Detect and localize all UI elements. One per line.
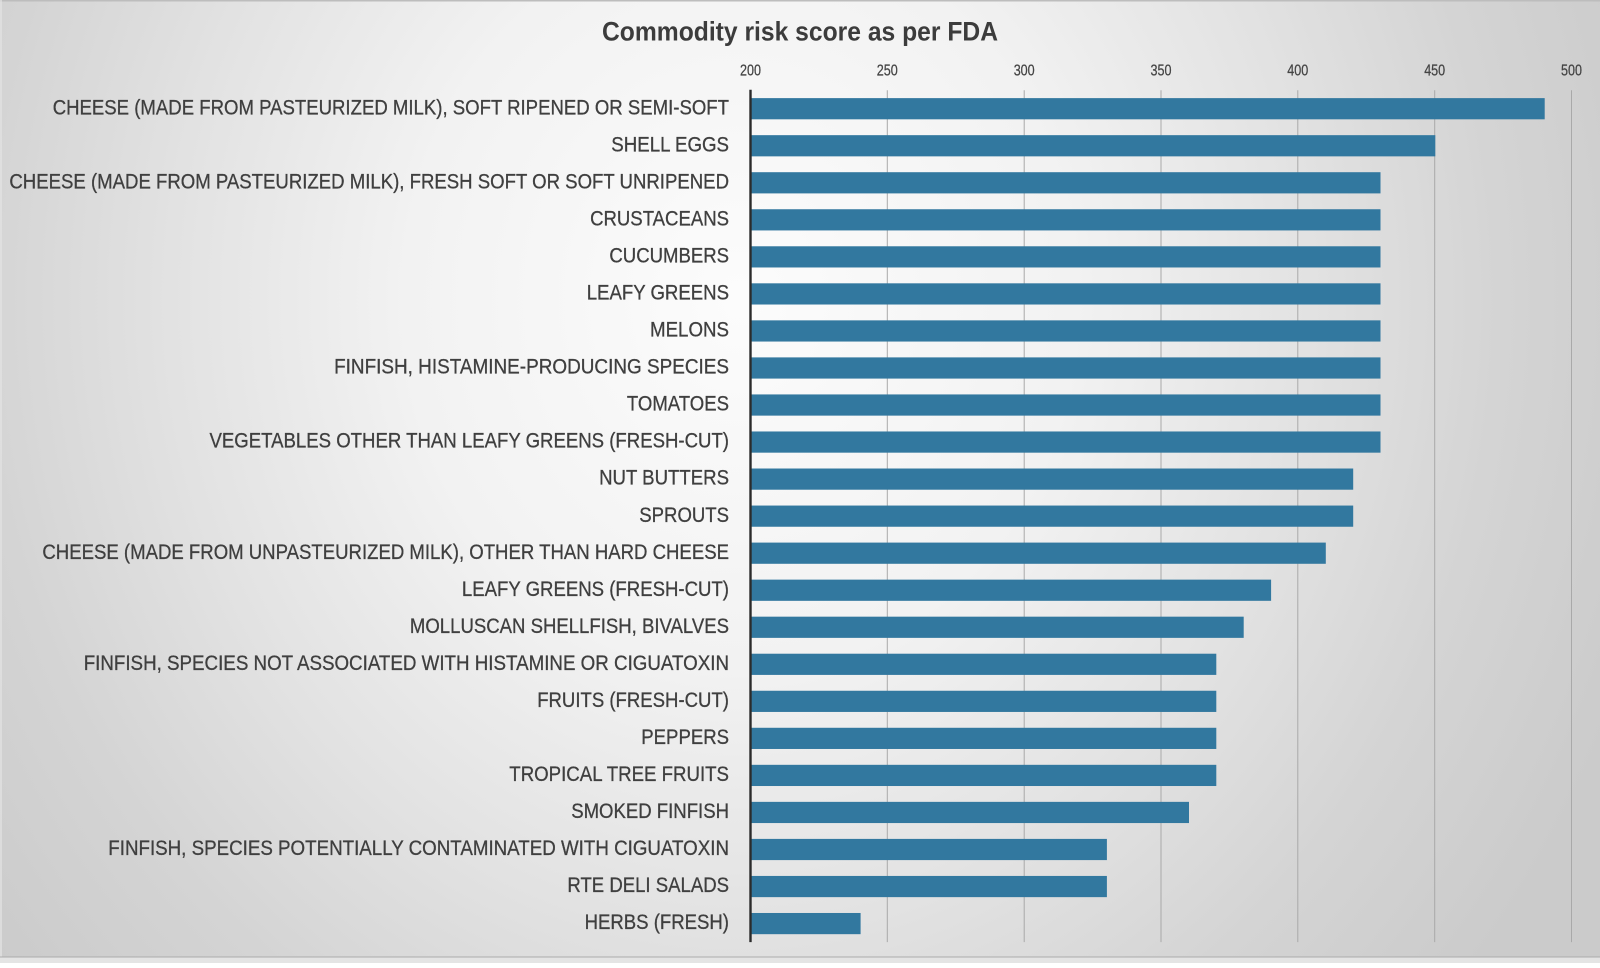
svg-text:350: 350 <box>1151 63 1172 80</box>
svg-text:MELONS: MELONS <box>650 319 729 342</box>
svg-text:HERBS (FRESH): HERBS (FRESH) <box>585 911 729 934</box>
svg-text:NUT BUTTERS: NUT BUTTERS <box>599 467 729 490</box>
svg-text:TROPICAL TREE FRUITS: TROPICAL TREE FRUITS <box>509 763 729 786</box>
svg-text:Commodity risk score as per FD: Commodity risk score as per FDA <box>602 17 998 47</box>
svg-text:CHEESE (MADE FROM UNPASTEURIZE: CHEESE (MADE FROM UNPASTEURIZED MILK), O… <box>42 541 729 564</box>
svg-text:CHEESE (MADE FROM PASTEURIZED: CHEESE (MADE FROM PASTEURIZED MILK), SOF… <box>53 96 729 119</box>
svg-text:PEPPERS: PEPPERS <box>641 726 729 749</box>
svg-text:SHELL EGGS: SHELL EGGS <box>611 133 729 156</box>
svg-text:LEAFY GREENS: LEAFY GREENS <box>587 282 729 305</box>
svg-text:SPROUTS: SPROUTS <box>639 504 729 527</box>
svg-text:400: 400 <box>1287 63 1308 80</box>
svg-text:FINFISH, SPECIES NOT ASSOCIATE: FINFISH, SPECIES NOT ASSOCIATED WITH HIS… <box>84 652 729 675</box>
svg-text:CRUSTACEANS: CRUSTACEANS <box>590 207 729 230</box>
svg-text:RTE DELI SALADS: RTE DELI SALADS <box>567 874 729 897</box>
svg-text:450: 450 <box>1424 63 1445 80</box>
svg-text:200: 200 <box>740 63 761 80</box>
svg-text:250: 250 <box>877 63 898 80</box>
svg-text:FINFISH, SPECIES POTENTIALLY C: FINFISH, SPECIES POTENTIALLY CONTAMINATE… <box>108 837 729 860</box>
svg-text:CHEESE (MADE FROM PASTEURIZED: CHEESE (MADE FROM PASTEURIZED MILK), FRE… <box>9 170 729 193</box>
svg-text:TOMATOES: TOMATOES <box>627 393 729 416</box>
svg-text:LEAFY GREENS (FRESH-CUT): LEAFY GREENS (FRESH-CUT) <box>462 578 729 601</box>
svg-text:SMOKED FINFISH: SMOKED FINFISH <box>571 800 729 823</box>
svg-text:FRUITS (FRESH-CUT): FRUITS (FRESH-CUT) <box>537 689 729 712</box>
svg-text:FINFISH, HISTAMINE-PRODUCING S: FINFISH, HISTAMINE-PRODUCING SPECIES <box>334 356 729 379</box>
svg-text:VEGETABLES OTHER THAN LEAFY GR: VEGETABLES OTHER THAN LEAFY GREENS (FRES… <box>210 430 730 453</box>
svg-text:CUCUMBERS: CUCUMBERS <box>609 244 729 267</box>
svg-text:MOLLUSCAN SHELLFISH, BIVALVES: MOLLUSCAN SHELLFISH, BIVALVES <box>410 615 729 638</box>
svg-text:300: 300 <box>1014 63 1035 80</box>
svg-text:500: 500 <box>1561 63 1582 80</box>
